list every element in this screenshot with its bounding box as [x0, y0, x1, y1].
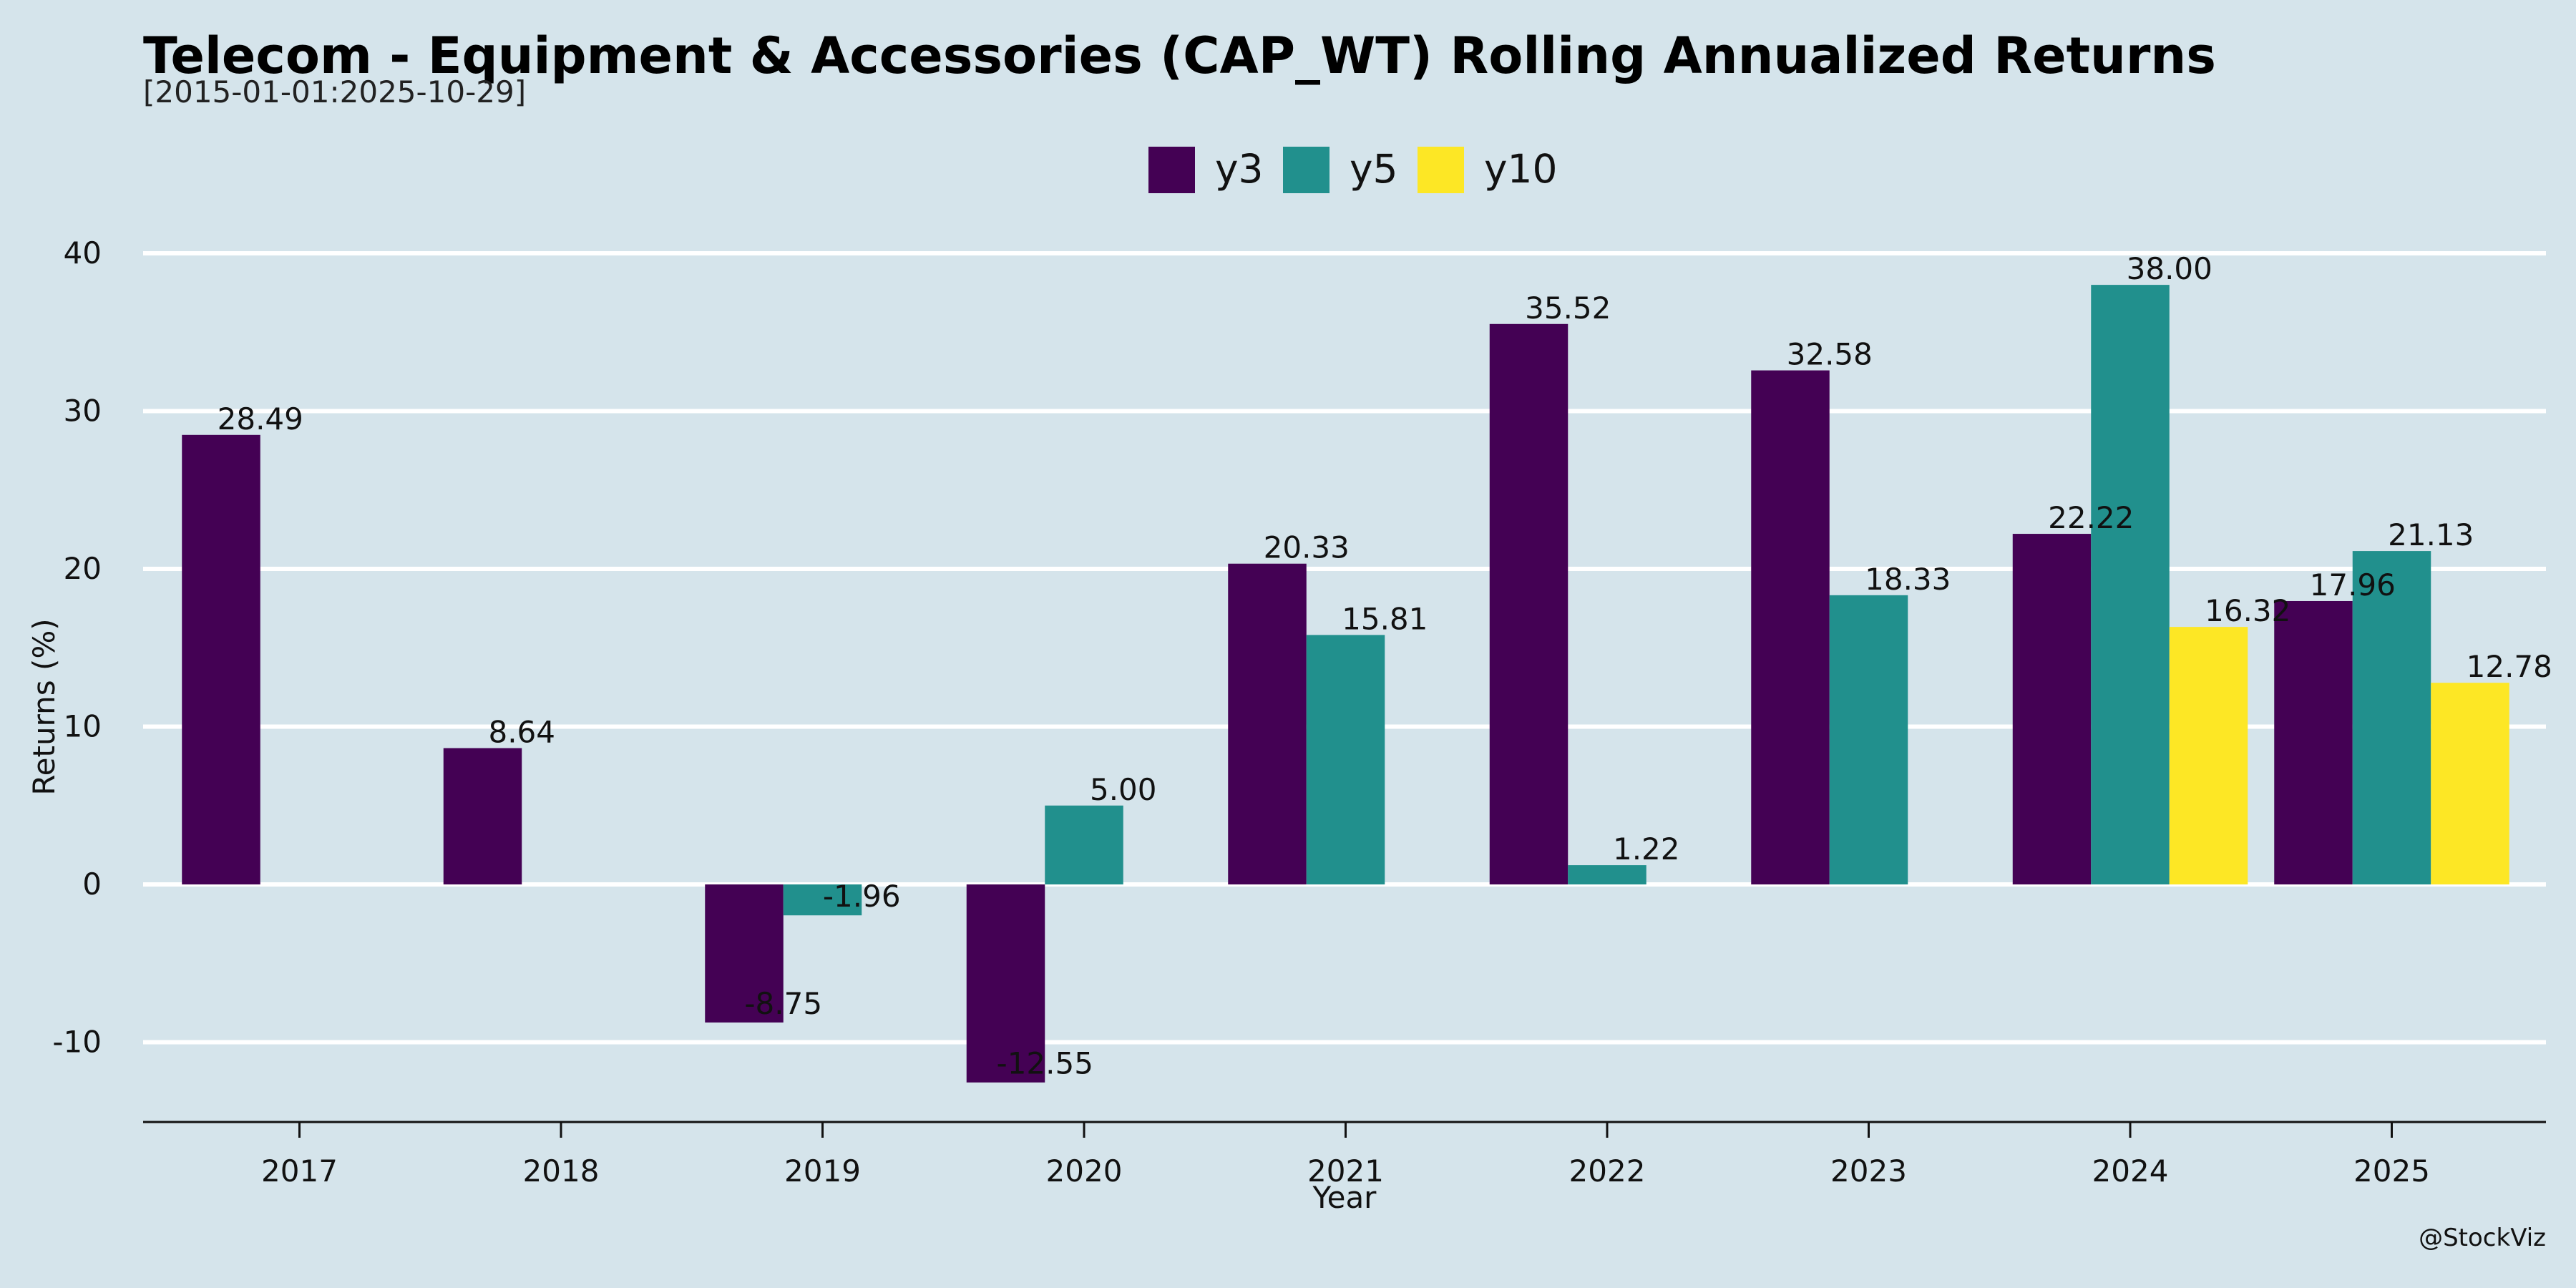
bar-y3-2023	[1751, 370, 1830, 884]
y-tick-label: 0	[82, 867, 102, 902]
bar-y3-2024	[2012, 534, 2092, 884]
bar-y10-2024	[2169, 627, 2248, 884]
value-label-y5-2024: 38.00	[2127, 251, 2212, 286]
x-tick-label: 2019	[784, 1153, 861, 1189]
y-axis-label: Returns (%)	[26, 618, 62, 795]
x-tick-label: 2025	[2353, 1153, 2430, 1189]
value-label-y10-2025: 12.78	[2467, 649, 2552, 684]
chart-title: Telecom - Equipment & Accessories (CAP_W…	[143, 26, 2216, 85]
value-label-y5-2019: -1.96	[823, 879, 901, 914]
x-axis: 2017 2018 2019 2020 2021 2022 2023 2024 2025	[143, 1121, 2546, 1189]
value-label-y3-2021: 20.33	[1264, 530, 1350, 565]
y-tick-label: 30	[64, 394, 102, 429]
value-label-y3-2019: -8.75	[744, 986, 822, 1021]
legend-swatch-y10	[1418, 147, 1464, 193]
y-tick-label: 10	[64, 709, 102, 744]
legend: y3 y5 y10	[1148, 146, 1558, 193]
legend-label-y10: y10	[1484, 146, 1558, 192]
value-label-y3-2018: 8.64	[488, 714, 555, 749]
bar-y3-2018	[443, 748, 522, 884]
bar-y3-2019	[705, 884, 784, 1023]
bars	[182, 285, 2509, 1083]
y-axis-ticks: -10 0 10 20 30 40	[52, 235, 102, 1060]
legend-swatch-y5	[1283, 147, 1330, 193]
watermark: @StockViz	[2419, 1224, 2546, 1252]
value-label-y3-2017: 28.49	[218, 401, 303, 436]
legend-swatch-y3	[1148, 147, 1195, 193]
value-label-y10-2024: 16.32	[2205, 593, 2290, 628]
bar-y5-2020	[1045, 805, 1123, 884]
bar-y10-2025	[2431, 683, 2509, 884]
bar-y5-2025	[2352, 551, 2431, 884]
x-tick-label: 2024	[2092, 1153, 2169, 1189]
value-label-y3-2020: -12.55	[997, 1046, 1093, 1081]
x-tick-label: 2021	[1307, 1153, 1384, 1189]
x-tick-label: 2017	[261, 1153, 338, 1189]
y-tick-label: -10	[52, 1025, 102, 1060]
bar-y5-2021	[1306, 635, 1385, 884]
chart-subtitle: [2015-01-01:2025-10-29]	[143, 74, 526, 109]
value-label-y5-2020: 5.00	[1090, 772, 1157, 807]
x-axis-label: Year	[1312, 1180, 1377, 1215]
y-tick-label: 40	[64, 235, 102, 270]
value-label-y3-2023: 32.58	[1787, 337, 1873, 372]
bar-y3-2022	[1489, 323, 1568, 884]
bar-y3-2017	[182, 434, 260, 884]
value-label-y3-2022: 35.52	[1525, 291, 1611, 326]
value-label-y5-2022: 1.22	[1613, 831, 1680, 867]
bar-y5-2019	[783, 884, 862, 916]
legend-label-y3: y3	[1215, 146, 1264, 192]
value-label-y3-2025: 17.96	[2310, 567, 2396, 602]
value-label-y3-2024: 22.22	[2048, 500, 2134, 535]
value-label-y5-2021: 15.81	[1342, 601, 1428, 636]
value-label-y5-2025: 21.13	[2388, 517, 2474, 552]
x-tick-label: 2022	[1569, 1153, 1646, 1189]
y-tick-label: 20	[64, 551, 102, 586]
bar-y5-2023	[1829, 595, 1908, 884]
bar-y3-2021	[1228, 563, 1307, 884]
x-tick-label: 2023	[1830, 1153, 1907, 1189]
bar-y5-2022	[1568, 865, 1646, 884]
bar-y5-2024	[2091, 285, 2170, 885]
value-label-y5-2023: 18.33	[1865, 562, 1951, 597]
legend-label-y5: y5	[1350, 146, 1398, 192]
x-tick-label: 2020	[1046, 1153, 1123, 1189]
value-labels: 28.49 8.64 -8.75 -1.96 -12.55 5.00 20.33 15.81 3…	[218, 251, 2552, 1081]
x-tick-label: 2018	[523, 1153, 600, 1189]
bar-y3-2025	[2274, 600, 2353, 884]
bar-y3-2020	[966, 884, 1045, 1083]
